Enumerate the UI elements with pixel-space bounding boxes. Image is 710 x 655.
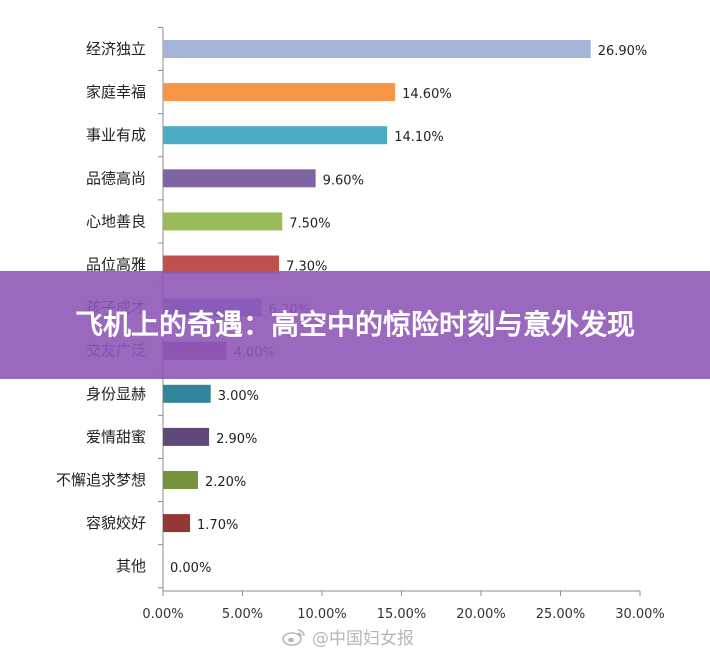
data-label: 26.90% [598,44,648,59]
label-group: 0.00% 5.00% 10.00% 15.00% 20.00% 25.00% 30.00%… [56,40,665,622]
bar [163,212,283,231]
category-label: 事业有成 [86,126,146,144]
category-label: 品德高尚 [86,169,146,187]
x-tick-label: 25.00% [536,607,586,622]
bar [163,514,191,533]
category-label: 身份显赫 [86,385,146,403]
data-label: 14.60% [402,87,452,102]
x-tick-label: 10.00% [297,607,347,622]
x-tick-label: 20.00% [456,607,506,622]
bar [163,471,198,489]
category-label: 容貌姣好 [86,514,146,532]
x-tick-label: 30.00% [615,607,665,622]
category-label: 心地善良 [86,212,146,230]
data-label: 1.70% [197,518,238,533]
category-label: 不懈追求梦想 [56,471,146,489]
category-label: 其他 [116,557,146,575]
bar [163,40,591,58]
data-label: 2.90% [216,432,257,447]
x-tick-label: 5.00% [222,607,263,622]
watermark-text: @中国妇女报 [312,629,414,649]
watermark: @中国妇女报 [282,624,414,649]
category-label: 爱情甜蜜 [86,428,146,446]
banner-title: 飞机上的奇遇：高空中的惊险时刻与意外发现 [74,308,635,341]
data-label: 2.20% [205,475,246,490]
data-label: 7.50% [289,216,330,231]
bar [163,255,280,274]
data-label: 14.10% [394,130,444,145]
title-banner: 飞机上的奇遇：高空中的惊险时刻与意外发现 [0,271,710,379]
bar [163,427,210,446]
weibo-icon [282,628,305,646]
data-label: 9.60% [323,173,364,188]
bar-group [163,40,591,533]
data-label: 0.00% [170,561,211,576]
data-label: 7.30% [286,260,327,275]
x-tick-label: 15.00% [377,607,427,622]
bar [163,169,316,188]
x-tick-label: 0.00% [142,607,183,622]
bar [163,384,211,403]
category-label: 经济独立 [86,40,146,58]
bar [163,126,388,145]
category-label: 家庭幸福 [86,83,146,101]
bar [163,83,396,102]
data-label: 3.00% [218,389,259,404]
category-label: 品位高雅 [86,256,146,274]
